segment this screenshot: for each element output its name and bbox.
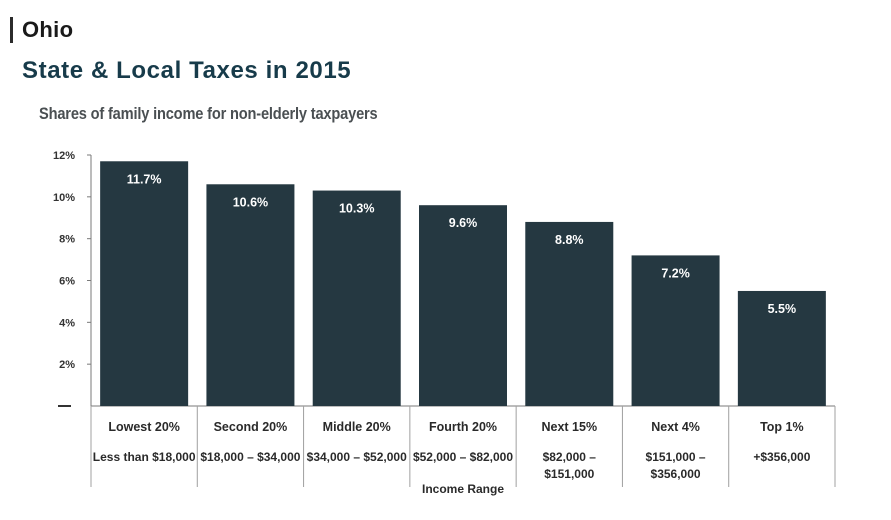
y-tick-label: 4% xyxy=(59,317,75,329)
income-range-label: $82,000 – xyxy=(543,450,597,464)
income-range-label: Less than $18,000 xyxy=(93,450,196,464)
y-tick-label: 2% xyxy=(59,359,75,371)
category-label: Next 15% xyxy=(541,420,597,434)
category-label: Middle 20% xyxy=(323,420,391,434)
chart-subtitle: Shares of family income for non-elderly … xyxy=(39,104,378,123)
bar-value-label: 5.5% xyxy=(768,302,797,316)
income-range-label: $34,000 – $52,000 xyxy=(307,450,407,464)
y-tick-label: 6% xyxy=(59,276,75,288)
bar xyxy=(206,184,295,406)
category-label: Lowest 20% xyxy=(108,420,180,434)
bar xyxy=(100,161,189,406)
state-header-bar xyxy=(10,17,13,43)
income-range-label: $18,000 – $34,000 xyxy=(200,450,300,464)
bar-value-label: 10.6% xyxy=(233,195,268,209)
income-range-label: $151,000 xyxy=(544,467,594,481)
category-label: Second 20% xyxy=(214,420,288,434)
income-range-label: $151,000 – xyxy=(646,450,706,464)
y-tick-label: 10% xyxy=(53,192,75,204)
bar-value-label: 10.3% xyxy=(339,202,374,216)
bar xyxy=(737,290,826,406)
income-range-label: $52,000 – $82,000 xyxy=(413,450,513,464)
x-axis-title: Income Range xyxy=(422,482,504,496)
bar xyxy=(631,255,720,406)
bar xyxy=(525,221,614,406)
bar-value-label: 7.2% xyxy=(661,266,690,280)
y-tick-label: 8% xyxy=(59,234,75,246)
income-range-label: $356,000 xyxy=(651,467,701,481)
category-label: Next 4% xyxy=(651,420,700,434)
bar-value-label: 11.7% xyxy=(127,172,162,186)
state-header: Ohio xyxy=(10,16,73,44)
bar xyxy=(312,190,401,406)
bar xyxy=(419,205,507,406)
page-title: State & Local Taxes in 2015 xyxy=(22,57,352,84)
state-name: Ohio xyxy=(22,17,74,42)
category-label: Fourth 20% xyxy=(429,420,497,434)
category-label: Top 1% xyxy=(760,420,804,434)
income-range-label: +$356,000 xyxy=(753,450,810,464)
y-tick-label: 12% xyxy=(53,150,75,162)
bar-value-label: 9.6% xyxy=(449,216,478,230)
bar-value-label: 8.8% xyxy=(555,233,584,247)
